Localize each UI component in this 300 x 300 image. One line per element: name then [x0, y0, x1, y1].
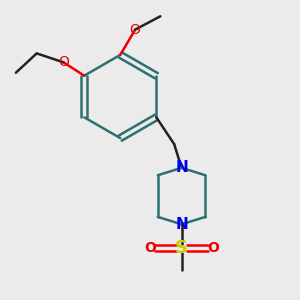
Text: N: N: [175, 160, 188, 175]
Text: O: O: [58, 55, 69, 69]
Text: O: O: [144, 241, 156, 255]
Text: O: O: [130, 22, 141, 37]
Text: S: S: [175, 239, 188, 257]
Text: N: N: [175, 217, 188, 232]
Text: O: O: [207, 241, 219, 255]
